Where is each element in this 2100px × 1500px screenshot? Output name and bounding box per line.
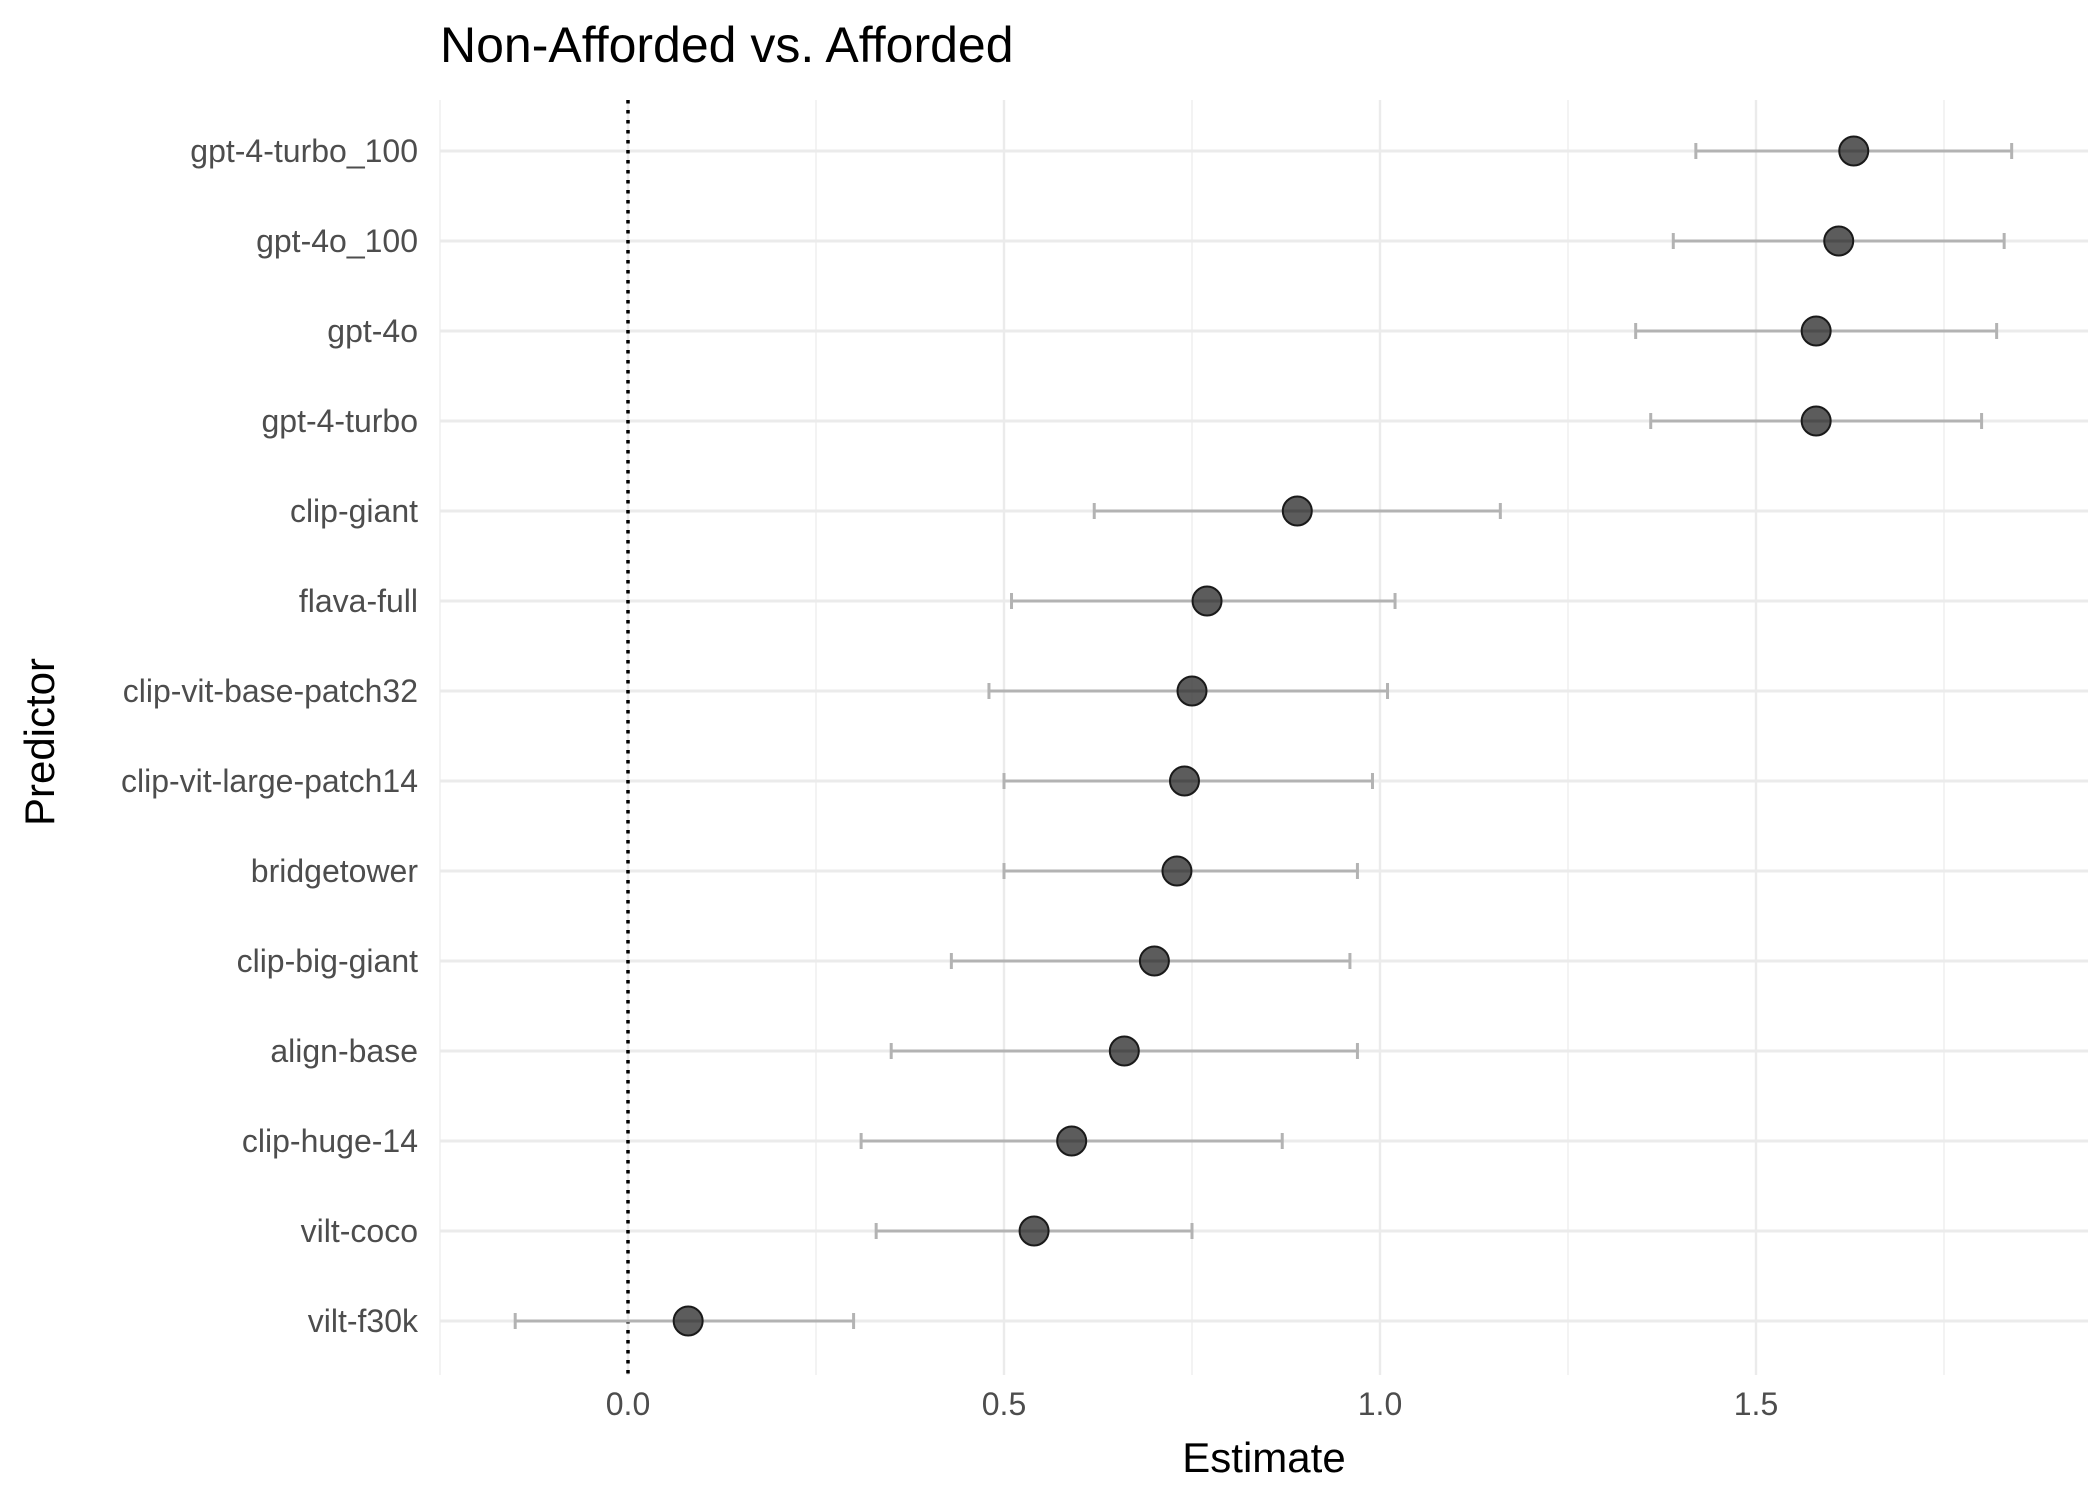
- y-tick-label: gpt-4o: [327, 313, 418, 349]
- data-point: [1018, 1215, 1050, 1247]
- y-tick-label: clip-giant: [290, 493, 418, 529]
- y-tick-label: vilt-coco: [301, 1213, 418, 1249]
- points: [672, 135, 1870, 1337]
- x-tick-label: 1.5: [1734, 1386, 1778, 1422]
- y-tick-label: gpt-4-turbo: [261, 403, 418, 439]
- y-axis-title: Predictor: [16, 658, 63, 826]
- x-tick-labels: 0.0 0.5 1.0 1.5: [606, 1386, 1778, 1422]
- y-tick-label: gpt-4o_100: [256, 223, 418, 259]
- chart-title: Non-Afforded vs. Afforded: [440, 17, 1014, 73]
- x-tick-label: 0.0: [606, 1386, 650, 1422]
- data-point: [1823, 225, 1855, 257]
- data-point: [1191, 585, 1223, 617]
- data-point: [1161, 855, 1193, 887]
- data-point: [1800, 315, 1832, 347]
- data-point: [1108, 1035, 1140, 1067]
- y-tick-label: clip-vit-base-patch32: [123, 673, 418, 709]
- y-tick-label: clip-vit-large-patch14: [121, 763, 418, 799]
- y-tick-label: flava-full: [299, 583, 418, 619]
- data-point: [1838, 135, 1870, 167]
- y-tick-label: clip-huge-14: [242, 1123, 418, 1159]
- y-tick-labels: gpt-4-turbo_100 gpt-4o_100 gpt-4o gpt-4-tur…: [121, 133, 419, 1339]
- y-tick-label: align-base: [270, 1033, 418, 1069]
- data-point: [1800, 405, 1832, 437]
- data-point: [1281, 495, 1313, 527]
- data-point: [1176, 675, 1208, 707]
- x-tick-label: 1.0: [1358, 1386, 1402, 1422]
- x-axis-title: Estimate: [1182, 1434, 1345, 1481]
- y-tick-label: bridgetower: [251, 853, 419, 889]
- errorbars: [513, 143, 2014, 1329]
- data-point: [672, 1305, 704, 1337]
- data-point: [1138, 945, 1170, 977]
- y-tick-label: vilt-f30k: [308, 1303, 419, 1339]
- y-tick-label: clip-big-giant: [237, 943, 419, 979]
- data-point: [1056, 1125, 1088, 1157]
- grid: [439, 100, 2088, 1375]
- y-tick-label: gpt-4-turbo_100: [190, 133, 418, 169]
- x-tick-label: 0.5: [982, 1386, 1026, 1422]
- data-point: [1168, 765, 1200, 797]
